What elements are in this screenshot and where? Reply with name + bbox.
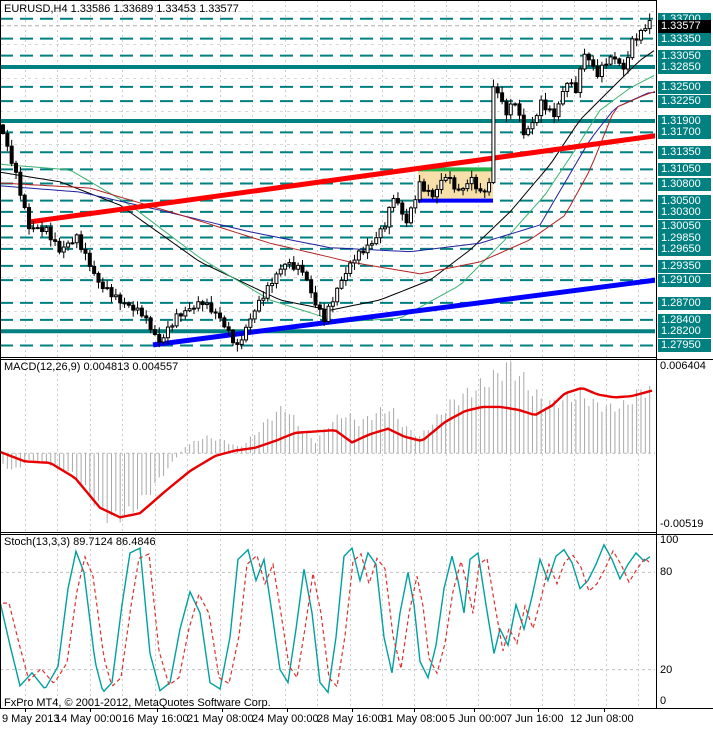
date-label: 31 May 08:00 xyxy=(381,713,448,725)
stoch-d-line xyxy=(3,549,650,688)
price-level-label: 1.28700 xyxy=(658,297,711,310)
date-label: 16 May 16:00 xyxy=(122,713,189,725)
price-level-label: 1.29650 xyxy=(658,243,711,256)
platform-copyright: FxPro MT4, © 2001-2012, MetaQuotes Softw… xyxy=(4,697,271,709)
date-label: 24 May 00:00 xyxy=(252,713,319,725)
price-level-label: 1.30300 xyxy=(658,206,711,219)
date-label: 21 May 08:00 xyxy=(187,713,254,725)
price-level-label: 1.28200 xyxy=(658,325,711,338)
date-label: 5 Jun 00:00 xyxy=(449,713,507,725)
price-level-label: 1.27950 xyxy=(658,339,711,352)
price-level-label: 1.31700 xyxy=(658,126,711,139)
price-level-label: 1.30500 xyxy=(658,195,711,208)
stoch-k-line xyxy=(0,543,651,694)
price-level-label: 1.32500 xyxy=(658,81,711,94)
price-level-label: 1.29850 xyxy=(658,232,711,245)
price-level-label: 1.32250 xyxy=(658,95,711,108)
price-level-label: 1.29350 xyxy=(658,260,711,273)
stoch-scale-20: 20 xyxy=(660,664,673,676)
macd-indicator-label: MACD(12,26,9) 0.004813 0.004557 xyxy=(4,361,179,373)
price-level-label: 1.29100 xyxy=(658,274,711,287)
price-level-label: 1.31050 xyxy=(658,163,711,176)
price-level-label: 1.31350 xyxy=(658,146,711,159)
stoch-scale-80: 80 xyxy=(660,566,673,578)
moving-average-2 xyxy=(1,91,655,253)
price-level-label: 1.32850 xyxy=(658,61,711,74)
macd-signal-line xyxy=(0,387,653,519)
date-label: 9 May 2013 xyxy=(2,713,60,725)
price-level-label: 1.33050 xyxy=(658,50,711,63)
moving-average-3 xyxy=(1,90,655,275)
date-label: 14 May 00:00 xyxy=(55,713,122,725)
macd-scale-max: 0.006404 xyxy=(660,360,706,372)
chart-title: EURUSD,H4 1.33586 1.33689 1.33453 1.3357… xyxy=(4,3,239,15)
date-label: 7 Jun 16:00 xyxy=(506,713,564,725)
trendline-ascending-resistance[interactable] xyxy=(27,128,713,225)
stoch-indicator-label: Stoch(13,3,3) 89.7124 86.4846 xyxy=(4,536,156,548)
current-price-label: 1.33577 xyxy=(658,20,711,33)
price-level-label: 1.28400 xyxy=(658,314,711,327)
price-level-label: 1.31900 xyxy=(658,115,711,128)
price-level-label: 1.33350 xyxy=(658,33,711,46)
date-label: 12 Jun 08:00 xyxy=(570,713,634,725)
date-label: 28 May 16:00 xyxy=(317,713,384,725)
macd-scale-min: -0.00519 xyxy=(660,518,704,530)
stoch-scale-0: 0 xyxy=(660,695,667,707)
price-level-label: 1.30800 xyxy=(658,178,711,191)
stoch-scale-100: 100 xyxy=(660,534,679,546)
price-level-label: 1.30050 xyxy=(658,220,711,233)
